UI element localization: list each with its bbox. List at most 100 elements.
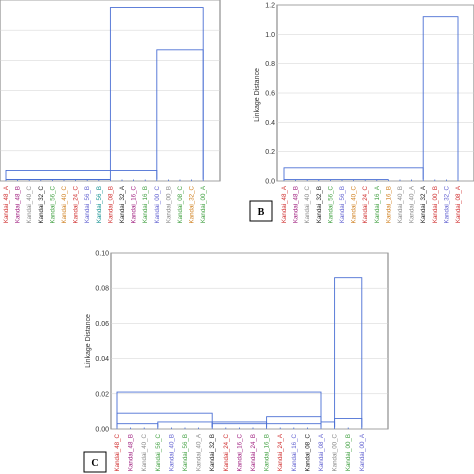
y-tick-label: 0.02 — [95, 391, 109, 398]
y-tick-label: 0.08 — [95, 286, 109, 293]
leaf-label: Kandai_40_B — [397, 186, 404, 223]
panel-b: 0.0 0.2 0.4 0.6 0.8 1.0 1.2 Linkage Distance K… — [249, 3, 474, 224]
dendrogram-link — [320, 421, 336, 428]
leaf-label: Kandai_16_B — [264, 434, 271, 471]
leaf-label: Kandai_00_C — [332, 433, 339, 471]
leaf-label: Kandai_48_A — [3, 185, 10, 223]
panel-c-leaf-labels: Kandai_48_C Kandai_48_B Kandai_40_C Kandai_… — [114, 433, 366, 471]
leaf-label: Kandai_56_C — [155, 433, 162, 471]
leaf-label: Kandai_00_B — [345, 434, 352, 471]
leaf-label: Kandai_16_A — [374, 185, 381, 223]
dendrogram-link — [283, 167, 424, 180]
panel-c-plot-area — [110, 252, 389, 430]
leaf-label: Kandai_40_C — [61, 185, 68, 223]
leaf-label: Kandai_56_B — [182, 434, 189, 471]
leaf-label: Kandai_48_B — [293, 186, 300, 223]
panel-a: Kandai_48_A Kandai_48_B Kandai_40_C Kandai_… — [0, 0, 221, 224]
leaf-label: Kandai_08_A — [318, 433, 325, 471]
panel-a-dendrogram — [5, 7, 204, 181]
panel-b-dendrogram — [283, 16, 459, 181]
dendrogram-link — [334, 417, 363, 428]
panel-b-grid — [277, 4, 474, 182]
panel-c-dendrogram — [116, 277, 363, 429]
dendrogram-link — [334, 277, 363, 428]
y-tick-label: 0.8 — [265, 61, 275, 68]
panel-a-leaf-labels: Kandai_48_A Kandai_48_B Kandai_40_C Kandai_… — [3, 185, 207, 223]
dendrogram-link — [266, 416, 322, 428]
leaf-label: Kandai_56_C — [327, 185, 334, 223]
y-tick-label: 0.4 — [265, 120, 275, 127]
dendrogram-link — [116, 412, 213, 428]
leaf-label: Kandai_32_C — [38, 185, 45, 223]
panel-c-y-ticks: 0.00 0.02 0.04 0.06 0.08 0.10 — [95, 251, 109, 434]
y-tick-label: 0.06 — [95, 321, 109, 328]
dendrogram-link — [157, 421, 213, 428]
panel-c: 0.00 0.02 0.04 0.06 0.08 0.10 Linkage Distanc… — [83, 251, 389, 473]
y-tick-label: 0.00 — [95, 427, 109, 434]
leaf-label: Kandai_32_A — [420, 185, 427, 223]
leaf-label: Kandai_32_C — [189, 185, 196, 223]
leaf-label: Kandai_16_C — [236, 433, 243, 471]
y-tick-label: 0.04 — [95, 356, 109, 363]
leaf-label: Kandai_48_A — [281, 185, 288, 223]
leaf-label: Kandai_48_C — [114, 433, 121, 471]
panel-c-grid — [111, 252, 388, 430]
dendrogram-link — [116, 391, 322, 428]
leaf-label: Kandai_24_C — [73, 185, 80, 223]
leaf-label: Kandai_40_A — [196, 433, 203, 471]
panel-b-leaf-labels: Kandai_48_A Kandai_48_B Kandai_40_C Kandai_… — [281, 185, 462, 223]
dendrogram-link — [156, 49, 204, 180]
leaf-label: Kandai_00_A — [200, 185, 207, 223]
y-tick-label: 1.2 — [265, 3, 275, 10]
leaf-label: Kandai_24_C — [362, 185, 369, 223]
leaf-label: Kandai_40_C — [304, 185, 311, 223]
y-tick-label: 0.0 — [265, 179, 275, 186]
dendrogram-link — [109, 7, 204, 180]
leaf-label: Kandai_48_B — [128, 434, 135, 471]
leaf-label: Kandai_32_C — [443, 185, 450, 223]
dendrogram-link — [422, 16, 459, 180]
panel-b-y-ticks: 0.0 0.2 0.4 0.6 0.8 1.0 1.2 — [265, 3, 275, 186]
leaf-label: Kandai_48_B — [15, 186, 22, 223]
leaf-label: Kandai_08_A — [455, 185, 462, 223]
leaf-label: Kandai_24_C — [223, 433, 230, 471]
leaf-label: Kandai_08_C — [177, 185, 184, 223]
leaf-label: Kandai_08_C — [304, 433, 311, 471]
panel-c-y-axis-label: Linkage Distance — [85, 314, 92, 368]
leaf-label: Kandai_56_C — [49, 185, 56, 223]
leaf-label: Kandai_16_B — [142, 186, 149, 223]
leaf-label: Kandai_40_C — [351, 185, 358, 223]
leaf-label: Kandai_00_B — [432, 186, 439, 223]
leaf-label: Kandai_16_C — [291, 433, 298, 471]
leaf-label: Kandai_00_C — [154, 185, 161, 223]
leaf-label: Kandai_16_B — [385, 186, 392, 223]
leaf-label: Kandai_00_A — [359, 433, 366, 471]
dendrogram-link — [211, 421, 268, 428]
y-tick-label: 1.0 — [265, 32, 275, 39]
leaf-label: Kandai_00_B — [165, 186, 172, 223]
leaf-label: Kandai_56_B — [96, 186, 103, 223]
leaf-label: Kandai_32_B — [209, 434, 216, 471]
panel-c-letter-box — [83, 451, 107, 473]
y-tick-label: 0.2 — [265, 149, 275, 156]
y-tick-label: 0.10 — [95, 251, 109, 258]
leaf-label: Kandai_56_B — [339, 186, 346, 223]
panel-b-y-axis-label: Linkage Distance — [254, 68, 261, 122]
dendrogram-link — [5, 169, 158, 180]
leaf-label: Kandai_32_B — [316, 186, 323, 223]
leaf-label: Kandai_16_C — [131, 185, 138, 223]
leaf-label: Kandai_24_B — [250, 434, 257, 471]
leaf-label: Kandai_32_A — [119, 185, 126, 223]
panel-c-letter: C — [91, 458, 98, 469]
leaf-label: Kandai_24_A — [277, 433, 284, 471]
leaf-label: Kandai_40_B — [168, 434, 175, 471]
panel-b-letter-box — [249, 200, 273, 222]
leaf-label: Kandai_40_C — [141, 433, 148, 471]
dendrogram-link — [116, 423, 159, 428]
leaf-label: Kandai_40_C — [26, 185, 33, 223]
panel-b-letter: B — [258, 207, 265, 218]
leaf-label: Kandai_08_B — [107, 186, 114, 223]
leaf-label: Kandai_56_B — [84, 186, 91, 223]
y-tick-label: 0.6 — [265, 91, 275, 98]
